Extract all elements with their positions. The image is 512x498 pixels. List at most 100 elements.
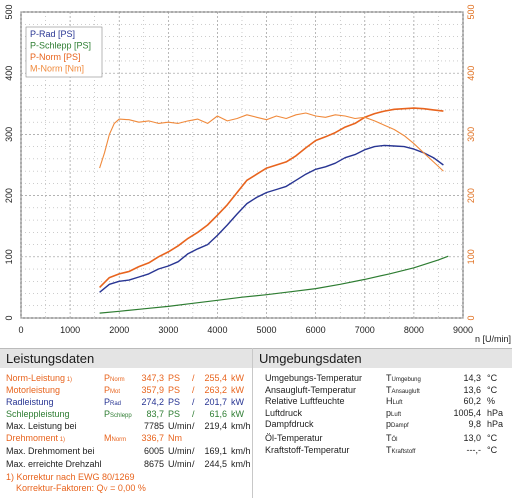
row-value-1: 7785 <box>143 421 164 431</box>
dyno-chart: 0 1000 2000 3000 4000 5000 6000 7000 8000 9000010… <box>4 4 511 344</box>
row-unit-1: PS <box>168 397 181 407</box>
umgebung-row: Relative Luftfeuchte HLuft 60,2% <box>253 395 512 407</box>
y-tick-label: 300 <box>4 127 14 142</box>
row-label: Luftdruck <box>265 407 303 418</box>
row-label: Dampfdruck <box>265 419 314 429</box>
row-unit-1: U/min <box>168 446 192 456</box>
factors-label: Korrektur-Faktoren: <box>16 483 97 493</box>
y2-tick-label: 300 <box>466 127 476 142</box>
row-value-1: 8675 <box>143 459 164 469</box>
legend-entry: M-Norm [Nm] <box>30 64 84 74</box>
row-value-1: 347,3 <box>141 373 164 383</box>
row-value: 1005,4 <box>453 407 481 418</box>
row-value-2: 219,4 <box>204 421 227 431</box>
row-separator: / <box>192 373 195 383</box>
row-separator: / <box>192 421 195 431</box>
symbol: TÖl <box>386 433 398 443</box>
y-tick-label: 100 <box>4 249 14 264</box>
row-unit-1: Nm <box>168 433 182 443</box>
factors-value: = 0,00 % <box>107 483 146 493</box>
row-unit-2: kW <box>231 385 244 395</box>
row-value-2: 255,4 <box>204 373 227 383</box>
row-label: Norm-Leistung 1) <box>6 373 73 383</box>
row-value-1: 6005 <box>143 446 164 456</box>
symbol: MNorm <box>104 433 127 443</box>
series-line-2 <box>99 255 449 314</box>
factors-subscript: V <box>103 487 108 493</box>
legend-entry: P-Schlepp [PS] <box>30 41 91 51</box>
row-unit-1: PS <box>168 409 181 419</box>
row-label: Max. Drehmoment bei <box>6 446 95 456</box>
symbol: pDampf <box>386 419 409 429</box>
symbol-subscript: Luft <box>391 411 402 418</box>
y-tick-label: 200 <box>4 188 14 203</box>
x-tick-label: 5000 <box>257 325 277 335</box>
leistungsdaten-panel: Leistungsdaten Norm-Leistung 1) PNorm 347,… <box>0 348 252 498</box>
symbol-subscript: Schlepp <box>110 413 132 419</box>
row-unit-2: kW <box>231 373 244 383</box>
footnote-factors: Korrektur-Faktoren: QV = 0,00 % <box>16 482 146 494</box>
row-value-1: 357,9 <box>141 385 164 395</box>
leistung-row: Motorleistung PMot 357,9 PS / 263,2 kW <box>0 384 252 396</box>
y-tick-label: 0 <box>4 315 14 320</box>
row-unit: °C <box>487 445 498 455</box>
factors-symbol: Q <box>96 483 104 493</box>
y2-tick-label: 0 <box>466 315 476 320</box>
row-label: Drehmoment 1) <box>6 433 66 443</box>
row-unit: hPa <box>487 407 504 418</box>
x-tick-label: 0 <box>18 325 23 335</box>
row-unit: hPa <box>487 419 504 429</box>
row-value-1: 83,7 <box>146 409 164 419</box>
leistung-row: Max. Leistung bei 7785 U/min/ 219,4 km/h <box>0 420 252 432</box>
row-value: 14,3 <box>463 373 481 383</box>
x-tick-label: 8000 <box>404 325 424 335</box>
row-unit-2: km/h <box>231 459 251 469</box>
symbol-subscript: Öl <box>391 437 398 443</box>
row-separator: / <box>192 409 195 419</box>
row-value: 13,0 <box>463 433 481 443</box>
leistung-row-2: Max. erreichte Drehzahl 8675 U/min/ 244,5 km… <box>0 458 252 470</box>
row-unit-2: kW <box>231 397 244 407</box>
row-value-2: 61,6 <box>209 409 227 419</box>
y2-tick-label: 100 <box>466 249 476 264</box>
symbol: PSchlepp <box>104 409 132 419</box>
symbol-subscript: Kraftstoff <box>391 449 416 455</box>
y-tick-label: 500 <box>4 4 14 19</box>
umgebung-row: Kraftstoff-Temperatur TKraftstoff ---,- °C <box>253 444 512 456</box>
row-label: Schleppleistung <box>6 409 70 419</box>
symbol: PMot <box>104 385 121 395</box>
row-value: 13,6 <box>463 384 481 395</box>
row-value: ---,- <box>466 445 482 455</box>
symbol: TAnsaugluft <box>386 384 420 395</box>
leistung-row-2: Max. Drehmoment bei 6005 U/min/ 169,1 km/h <box>0 445 252 457</box>
footnote-marker: 1) <box>58 437 66 443</box>
umgebung-row: Luftdruck pLuft 1005,4 hPa <box>253 407 512 419</box>
row-label: Öl-Temperatur <box>265 433 323 443</box>
row-unit-1: PS <box>168 373 181 383</box>
row-unit: °C <box>487 433 498 443</box>
row-value: 60,2 <box>463 396 481 406</box>
x-tick-label: 4000 <box>207 325 227 335</box>
row-label: Umgebungs-Temperatur <box>265 373 363 383</box>
umgebung-row: Dampfdruck pDampf 9,8 hPa <box>253 418 512 430</box>
row-label: Ansaugluft-Temperatur <box>265 384 357 395</box>
row-value-2: 244,5 <box>204 459 227 469</box>
symbol-subscript: Ansaugluft <box>391 388 420 395</box>
umgebung-row: Umgebungs-Temperatur TUmgebung 14,3 °C <box>253 372 512 384</box>
series-line-1 <box>99 144 444 293</box>
symbol-subscript: Luft <box>392 400 403 406</box>
x-axis-label: n [U/min] <box>475 334 511 344</box>
series-line-3 <box>99 107 444 288</box>
x-tick-label: 7000 <box>355 325 375 335</box>
row-unit-1: U/min <box>168 459 192 469</box>
row-unit-1: U/min <box>168 421 192 431</box>
x-tick-label: 9000 <box>453 325 473 335</box>
series-line-4 <box>99 112 444 172</box>
row-value: 9,8 <box>468 419 481 429</box>
symbol: TUmgebung <box>386 373 421 383</box>
row-value-2: 263,2 <box>204 385 227 395</box>
row-value-2: 169,1 <box>204 446 227 456</box>
leistung-row: Norm-Leistung 1) PNorm 347,3 PS / 255,4 kW <box>0 372 252 384</box>
footnote-correction: 1) Korrektur nach EWG 80/1269 <box>6 472 135 482</box>
row-value-1: 274,2 <box>141 397 164 407</box>
